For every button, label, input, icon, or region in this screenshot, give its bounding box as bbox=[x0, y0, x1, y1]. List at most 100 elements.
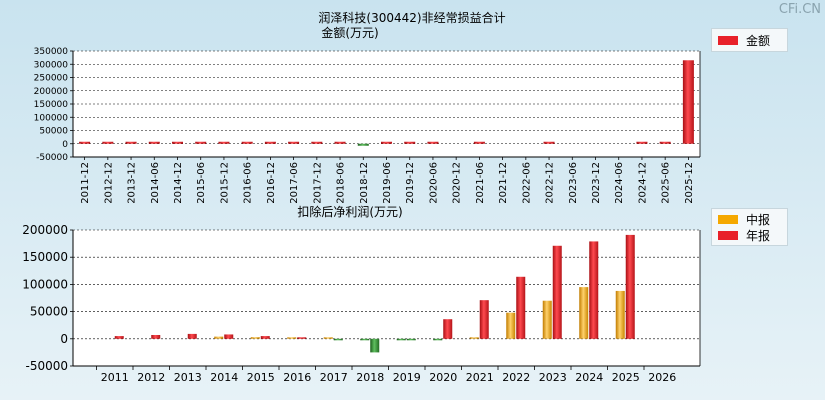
top-x-tick-label: 2024-12 bbox=[637, 162, 648, 204]
top-x-tick-label: 2018-06 bbox=[336, 162, 347, 204]
top-y-tick-label: 200000 bbox=[34, 87, 69, 97]
bottom-bar-annual bbox=[297, 337, 307, 339]
bottom-bar-interim bbox=[615, 290, 625, 339]
bottom-bar-annual bbox=[260, 336, 270, 339]
top-x-tick-label: 2022-06 bbox=[521, 162, 532, 204]
bottom-bar-annual bbox=[333, 338, 343, 341]
top-y-tick-label: 0 bbox=[62, 140, 68, 150]
bottom-x-tick-label: 2016 bbox=[283, 371, 311, 384]
bottom-bar-interim bbox=[396, 338, 406, 341]
bottom-y-tick-label: -50000 bbox=[25, 359, 68, 373]
top-bar bbox=[381, 141, 392, 144]
bottom-y-tick-label: 200000 bbox=[22, 223, 68, 237]
top-x-tick-label: 2018-12 bbox=[359, 162, 370, 204]
top-bar bbox=[427, 141, 439, 144]
top-y-tick-label: 150000 bbox=[34, 100, 69, 110]
top-bar bbox=[357, 143, 369, 146]
bottom-x-tick-label: 2019 bbox=[393, 371, 421, 384]
top-x-tick-label: 2021-12 bbox=[498, 162, 509, 204]
legend-item-interim: 中报 bbox=[718, 212, 771, 227]
bottom-bar-annual bbox=[589, 241, 599, 339]
bottom-y-tick-label: 0 bbox=[60, 332, 68, 346]
top-bar bbox=[636, 141, 648, 144]
bottom-bar-interim bbox=[542, 300, 552, 339]
bottom-bar-annual bbox=[479, 300, 489, 339]
top-chart-subtitle: 金额(万元) bbox=[321, 25, 378, 40]
bottom-x-tick-label: 2013 bbox=[174, 371, 202, 384]
legend-swatch-red bbox=[718, 230, 738, 240]
top-x-tick-label: 2020-06 bbox=[428, 162, 439, 204]
bottom-bar-interim bbox=[579, 287, 589, 339]
top-x-tick-label: 2011-12 bbox=[80, 162, 91, 204]
top-y-tick-label: 50000 bbox=[39, 127, 68, 137]
top-x-tick-label: 2025-12 bbox=[684, 162, 695, 204]
top-bar bbox=[241, 141, 253, 144]
bottom-bar-interim bbox=[469, 337, 479, 339]
bottom-bar-interim bbox=[250, 337, 260, 339]
top-bar bbox=[311, 141, 323, 144]
bottom-bar-annual bbox=[187, 333, 197, 339]
bottom-legend: 中报 年报 bbox=[711, 208, 788, 246]
top-bar bbox=[125, 141, 137, 144]
top-bar bbox=[288, 141, 300, 144]
bottom-bar-annual bbox=[151, 334, 161, 339]
top-x-tick-label: 2019-06 bbox=[382, 162, 393, 204]
top-bar bbox=[148, 141, 160, 144]
top-x-tick-label: 2016-06 bbox=[243, 162, 254, 204]
top-x-tick-label: 2015-06 bbox=[196, 162, 207, 204]
top-bar bbox=[264, 141, 276, 144]
bottom-bar-interim bbox=[360, 338, 370, 341]
top-x-tick-label: 2014-06 bbox=[150, 162, 161, 204]
bottom-bar-annual bbox=[114, 336, 124, 339]
bottom-x-tick-label: 2021 bbox=[466, 371, 494, 384]
top-x-tick-label: 2016-12 bbox=[266, 162, 277, 204]
top-x-tick-label: 2021-06 bbox=[475, 162, 486, 204]
top-bar bbox=[195, 141, 207, 144]
bottom-y-tick-label: 100000 bbox=[22, 277, 68, 291]
bottom-x-tick-label: 2023 bbox=[539, 371, 567, 384]
bottom-bar-interim bbox=[433, 338, 443, 341]
bottom-plot-area: -50000 0 50000 100000 150000 200000 2011 2012 20… bbox=[22, 223, 701, 384]
bottom-chart-title: 扣除后净利润(万元) bbox=[297, 204, 402, 219]
top-y-tick-label: 300000 bbox=[34, 60, 69, 70]
top-x-tick-label: 2020-12 bbox=[452, 162, 463, 204]
legend-swatch-orange bbox=[718, 214, 738, 224]
bottom-y-tick-label: 50000 bbox=[30, 305, 68, 319]
bottom-x-tick-label: 2018 bbox=[356, 371, 384, 384]
top-x-tick-label: 2014-12 bbox=[173, 162, 184, 204]
top-bar bbox=[682, 60, 694, 144]
bottom-x-tick-label: 2020 bbox=[429, 371, 457, 384]
bottom-x-tick-label: 2011 bbox=[101, 371, 129, 384]
top-bar bbox=[659, 141, 671, 144]
bottom-x-tick-label: 2025 bbox=[612, 371, 640, 384]
bottom-x-tick-label: 2026 bbox=[648, 371, 676, 384]
bottom-bar-annual bbox=[552, 245, 562, 339]
bottom-plot-background bbox=[73, 230, 700, 366]
legend-label: 年报 bbox=[746, 228, 771, 243]
top-x-tick-label: 2025-06 bbox=[661, 162, 672, 204]
bottom-x-tick-label: 2015 bbox=[247, 371, 275, 384]
top-y-tick-label: 100000 bbox=[34, 113, 69, 123]
bottom-bar-interim bbox=[287, 337, 297, 339]
top-bar bbox=[102, 141, 114, 144]
bottom-bar-annual bbox=[406, 338, 416, 341]
top-bar bbox=[473, 141, 485, 144]
bottom-bar-interim bbox=[506, 312, 516, 339]
top-x-tick-label: 2023-06 bbox=[568, 162, 579, 204]
top-x-tick-label: 2012-12 bbox=[103, 162, 114, 204]
bottom-bar-annual bbox=[625, 234, 635, 339]
bottom-bar-annual bbox=[224, 334, 234, 339]
top-chart-title: 润泽科技(300442)非经常损益合计 bbox=[318, 10, 505, 25]
bottom-x-tick-label: 2017 bbox=[320, 371, 348, 384]
top-x-tick-label: 2017-06 bbox=[289, 162, 300, 204]
legend-label: 中报 bbox=[746, 212, 771, 227]
top-x-tick-label: 2022-12 bbox=[545, 162, 556, 204]
bottom-bar-annual bbox=[516, 276, 526, 339]
bottom-bar-interim bbox=[323, 337, 333, 339]
top-plot-area: -50000 0 50000 100000 150000 200000 250000 3000… bbox=[34, 47, 701, 204]
bottom-x-tick-label: 2024 bbox=[575, 371, 603, 384]
legend-item-annual: 年报 bbox=[718, 228, 771, 243]
top-bar bbox=[404, 141, 416, 144]
legend-item-amount: 金额 bbox=[718, 33, 770, 48]
